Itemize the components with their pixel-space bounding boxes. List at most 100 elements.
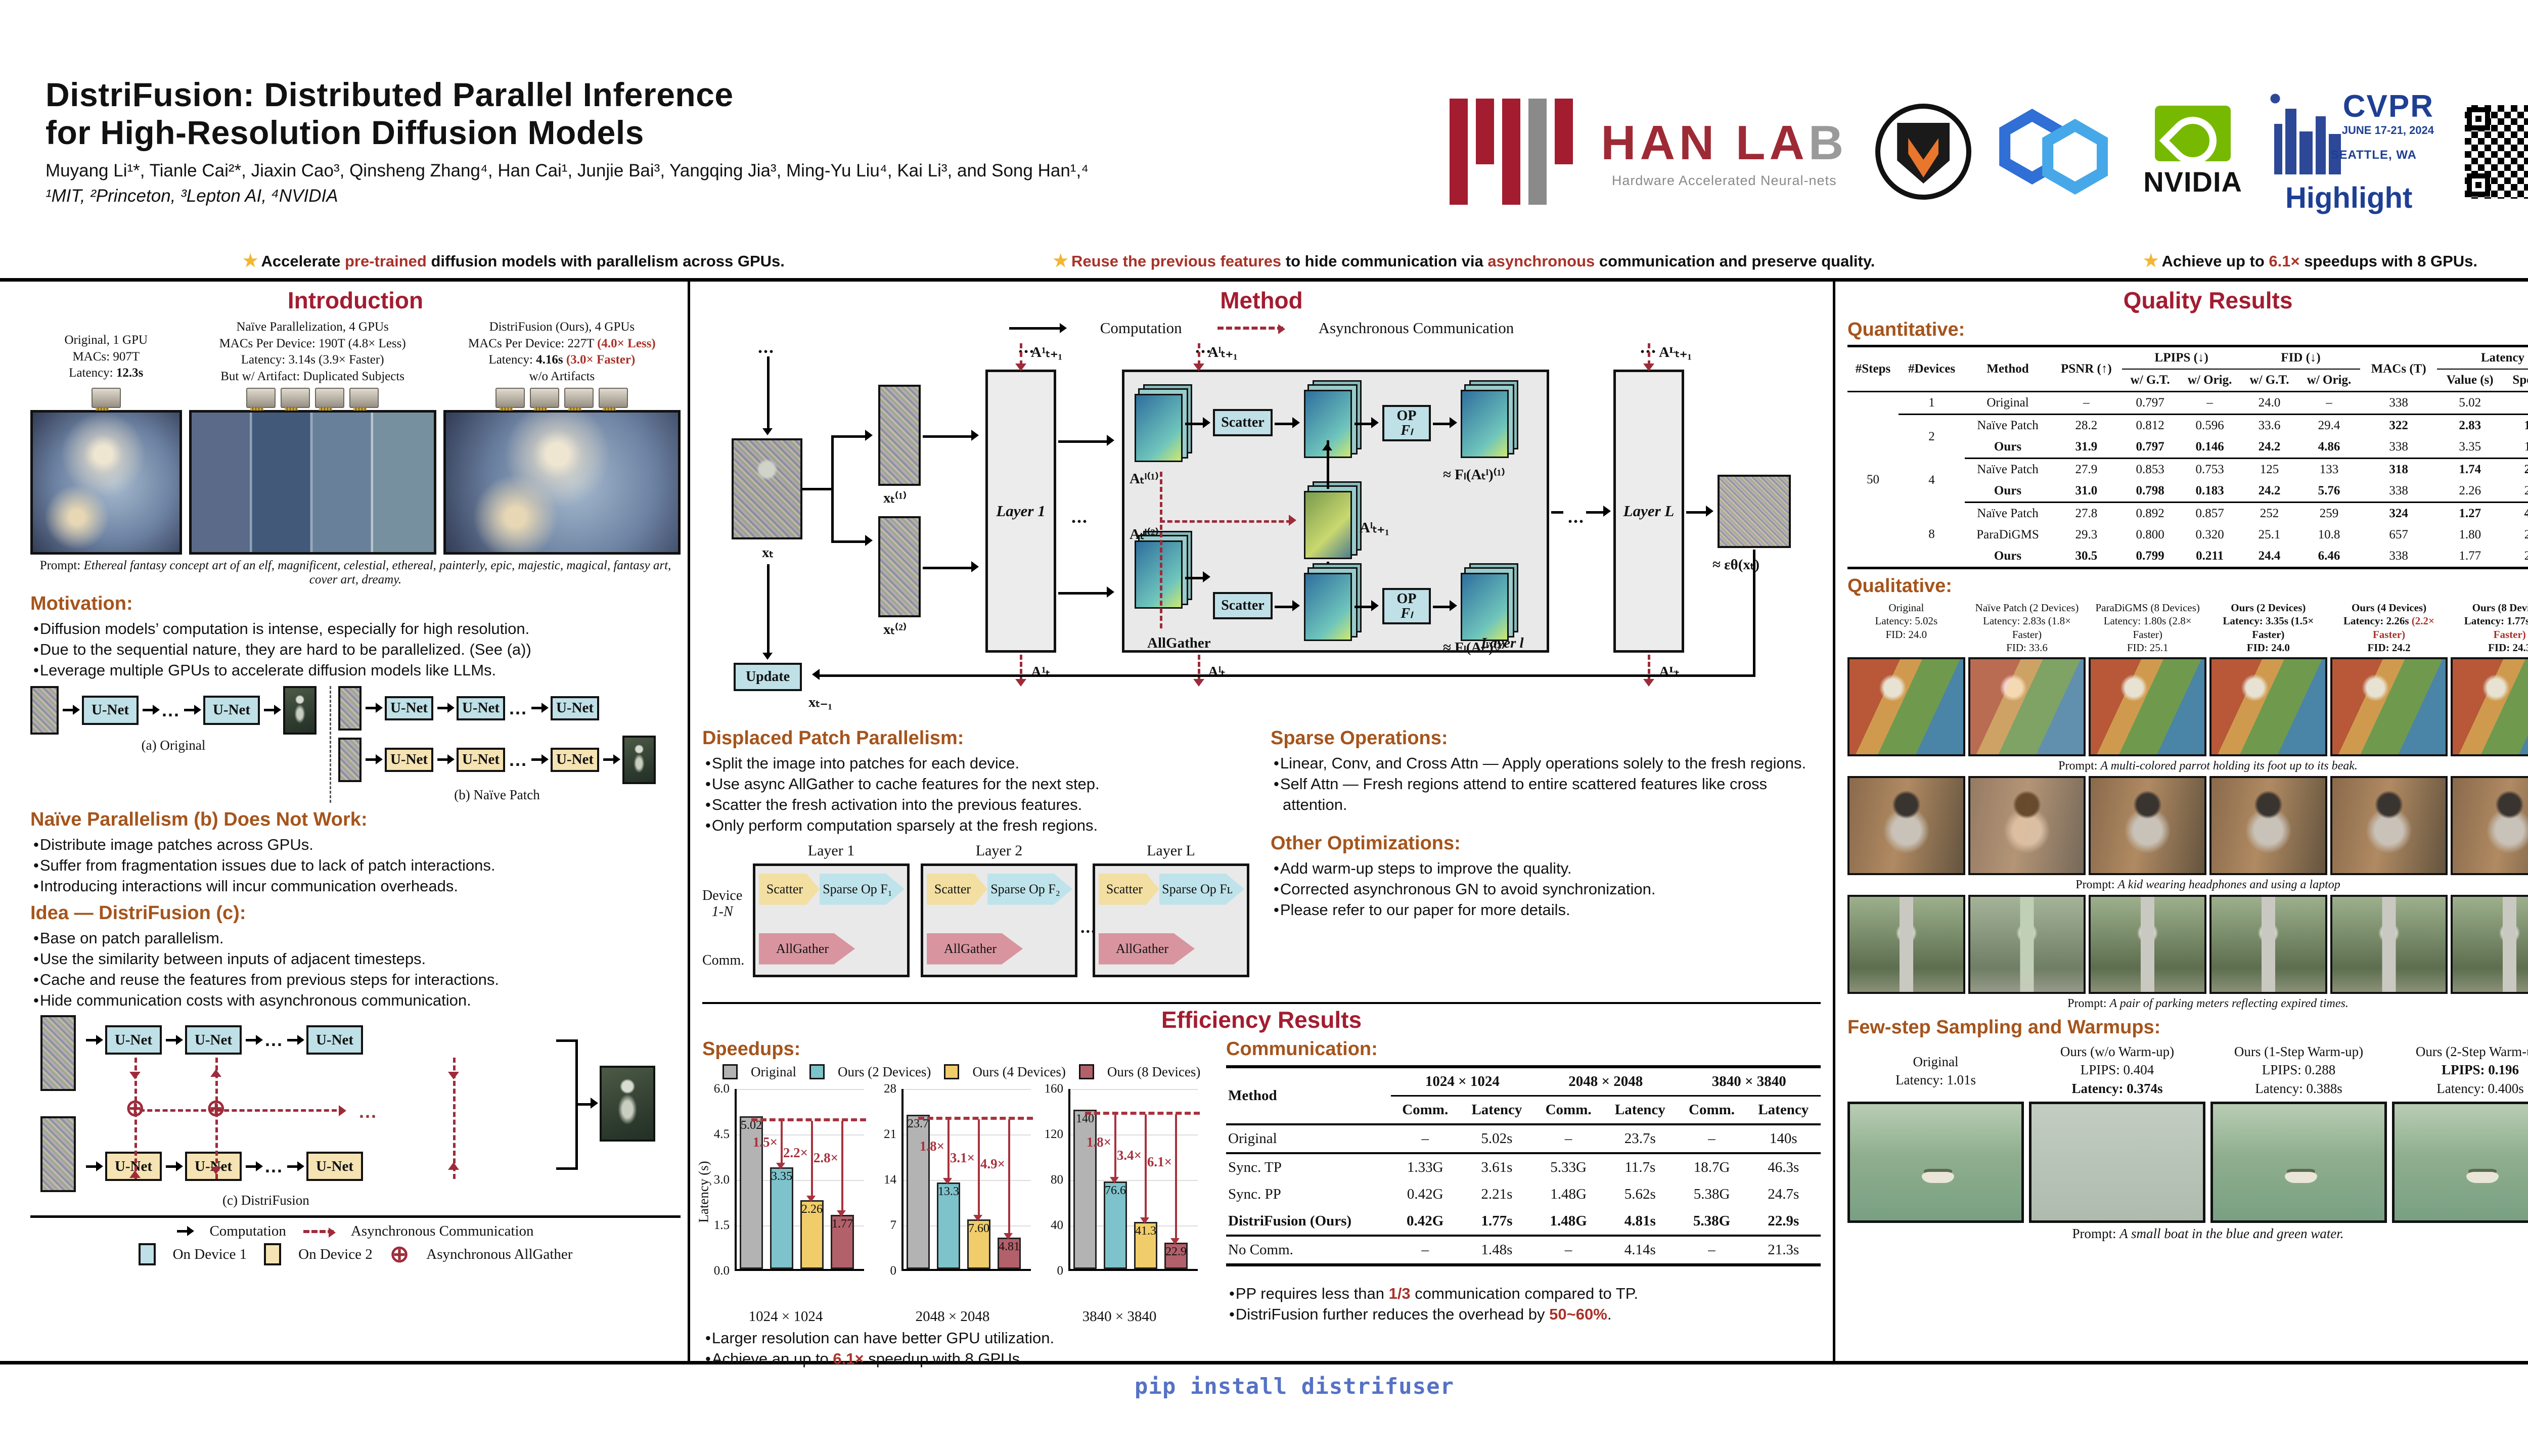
slabel: 1.5×: [752, 1134, 778, 1150]
table-cell: Speedup: [2512, 373, 2528, 387]
qual-col-naive: Naïve Patch (2 Devices) Latency: 2.83s (1…: [1975, 602, 2079, 654]
slabel: 2.2×: [783, 1145, 808, 1161]
bullet: Leverage multiple GPUs to accelerate dif…: [39, 660, 681, 681]
latency-chart-3840: 140 76.6 41.3 22.9 1.8× 3.4× 6.1× 160 120 80 40 0 38…: [1036, 1081, 1203, 1328]
chart-legend: Original Ours (2 Devices) Ours (4 Device…: [723, 1064, 1213, 1080]
banner-item-2: ★ Reuse the previous features to hide com…: [1053, 251, 1875, 270]
bar: [1104, 1181, 1127, 1269]
ytick: 160: [1044, 1081, 1064, 1096]
table-cell: 1.74: [2459, 463, 2481, 476]
bullet: Hide communication costs with asynchrono…: [39, 990, 681, 1011]
table-cell: 46.3s: [1768, 1159, 1799, 1175]
boat-image: [2210, 1102, 2387, 1223]
naive-heading: Naïve Parallelism (b) Does Not Work:: [30, 808, 368, 830]
qualitative-captions: Original Latency: 5.02s FID: 24.0 Naïve Pa…: [1847, 601, 2528, 654]
section-introduction: Introduction: [287, 287, 424, 313]
astronaut-image: [600, 1066, 655, 1142]
table-cell: 27.9: [2075, 463, 2098, 476]
table-cell: 140s: [1746, 1124, 1821, 1154]
section-quality: Quality Results: [2123, 287, 2293, 313]
chart-plot: 23.7 13.3 7.60 4.81 1.8× 3.1× 4.9×: [901, 1088, 1033, 1271]
table-cell: 5.38G: [1677, 1207, 1746, 1237]
table-cell: 2: [1928, 429, 1935, 443]
nvidia-logo: NVIDIA: [2143, 105, 2242, 198]
device1-swatch: [138, 1243, 156, 1266]
op-box: OP Fₗ: [1382, 588, 1431, 624]
table-cell: Naïve Patch: [1977, 463, 2039, 476]
communication-heading: Communication:: [1226, 1038, 1378, 1060]
feature-stack-a1: [1135, 394, 1183, 462]
table-cell: 4.14s: [1624, 1241, 1656, 1258]
table-cell: No Comm.: [1228, 1241, 1293, 1258]
sline: [781, 1121, 783, 1164]
allgather-icon: ⊕: [125, 1095, 145, 1121]
table-cell: –: [2050, 391, 2122, 415]
few-col-original: Original Latency: 1.01s: [1895, 1054, 1976, 1088]
table-cell: 2.21s: [1481, 1186, 1513, 1202]
bar: [1073, 1109, 1097, 1269]
comm-label: Comm.: [702, 952, 745, 968]
speedup-bullets: Larger resolution can have better GPU ut…: [702, 1328, 1213, 1370]
bullet: Due to the sequential nature, they are h…: [39, 640, 681, 660]
bar: [740, 1116, 763, 1269]
bullet: Please refer to our paper for more detai…: [1280, 900, 1821, 921]
gridline: [904, 1134, 1031, 1135]
table-cell: 338: [2360, 480, 2437, 503]
slabel: 1.8×: [919, 1138, 944, 1154]
intro-comparison: Original, 1 GPU MACs: 907T Latency: 12.3…: [30, 319, 681, 555]
ytick: 80: [1051, 1172, 1063, 1187]
diagram-c: U-Net U-Net... U-Net U-Net U-Net... U-Ne…: [30, 1015, 681, 1208]
table-cell: FID (↓): [2241, 346, 2361, 370]
method-column: Method Computation Asynchronous Communic…: [688, 282, 1835, 1368]
sparse-heading: Sparse Operations:: [1271, 727, 1448, 749]
table-cell: 2048 × 2048: [1534, 1066, 1678, 1097]
parking-meter-image: [1968, 895, 2086, 994]
xt-image: [732, 438, 802, 539]
table-cell: 4.81s: [1603, 1207, 1678, 1237]
table-cell: 29.4: [2318, 419, 2340, 432]
few-col-nowarmup: Ours (w/o Warm-up) LPIPS: 0.404 Latency: 0…: [2060, 1044, 2175, 1096]
shead: [1170, 1238, 1180, 1249]
table-cell: 322: [2389, 419, 2408, 432]
feature-stack-cached: [1304, 491, 1352, 559]
table-cell: –: [2297, 391, 2361, 415]
table-cell: #Steps: [1855, 362, 1891, 376]
dpp-heading: Displaced Patch Parallelism:: [702, 727, 964, 749]
astronaut-image: [283, 686, 317, 735]
qual-col-original: Original Latency: 5.02s FID: 24.0: [1875, 602, 1938, 641]
highlight-banner: ★ Accelerate pre-trained diffusion models…: [0, 248, 2528, 271]
table-cell: 5.02: [2436, 391, 2503, 415]
xt-patch1: [878, 385, 921, 486]
latency-chart-1024: 5.02 3.35 2.26 1.77 1.5× 2.2× 2.8× 6.0 4.5 3.0 1.5…: [696, 1082, 869, 1328]
table-cell: Original: [1226, 1124, 1391, 1154]
allgather-icon: ⊕: [389, 1241, 410, 1267]
idea-list: Base on patch parallelism. Use the simil…: [30, 928, 681, 1011]
xlabel: 2048 × 2048: [915, 1308, 990, 1325]
chart-plot: 140 76.6 41.3 22.9 1.8× 3.4× 6.1×: [1068, 1088, 1200, 1271]
slabel: 1.8×: [1086, 1134, 1111, 1150]
ytick: 0: [890, 1263, 897, 1278]
banner-item-1: ★ Accelerate pre-trained diffusion models…: [243, 251, 785, 270]
boat-image: [2392, 1102, 2528, 1223]
ylab: Latency (s): [696, 1161, 711, 1223]
table-cell: –: [1534, 1124, 1603, 1154]
table-cell: Comm.: [1689, 1101, 1735, 1118]
slabel: 3.4×: [1116, 1147, 1142, 1163]
bar: [1164, 1243, 1188, 1269]
table-cell: –: [1564, 1241, 1572, 1258]
idea-heading: Idea — DistriFusion (c):: [30, 902, 246, 924]
sline: [947, 1119, 950, 1179]
table-cell: –: [2503, 391, 2528, 415]
meter-image-row: [1847, 895, 2528, 994]
title-line1: DistriFusion: Distributed Parallel Infer…: [46, 76, 734, 113]
quality-column: Quality Results Quantitative: #Steps #Dev…: [1835, 282, 2528, 1361]
table-cell: PSNR (↑): [2060, 362, 2112, 376]
bar-val: 2.26: [801, 1203, 823, 1216]
boat-prompt: Prompt: A small boat in the blue and gre…: [2072, 1226, 2344, 1242]
bottom-rule: [0, 1361, 2528, 1364]
table-cell: Method: [1987, 362, 2029, 376]
table-cell: 0.596: [2195, 419, 2224, 432]
diagram-a-b: U-Net ... U-Net (a) Original U-Net U-Net…: [30, 686, 681, 803]
op-box: OP Fₗ: [1382, 405, 1431, 441]
elf-image-original: [30, 410, 182, 555]
